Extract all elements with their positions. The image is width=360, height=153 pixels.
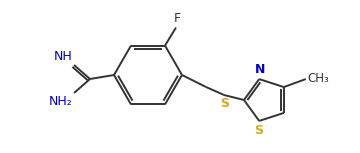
- Text: S: S: [221, 97, 230, 110]
- Text: N: N: [255, 63, 265, 76]
- Text: S: S: [254, 124, 263, 137]
- Text: CH₃: CH₃: [308, 72, 329, 85]
- Text: NH₂: NH₂: [48, 95, 72, 108]
- Text: NH: NH: [53, 50, 72, 63]
- Text: F: F: [174, 12, 181, 24]
